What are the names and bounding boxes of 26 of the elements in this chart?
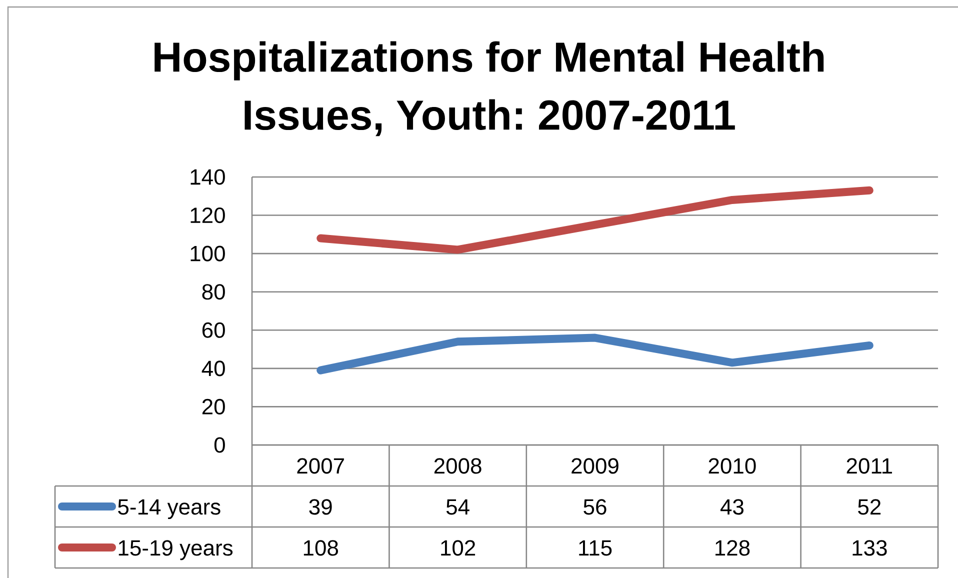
x-tick-label: 2011 <box>846 458 892 474</box>
legend-label: 15-19 years <box>118 540 233 560</box>
y-tick-label: 20 <box>202 398 225 415</box>
x-tick-label: 2008 <box>434 458 482 474</box>
data-label: 133 <box>852 540 887 556</box>
data-label: 39 <box>309 499 332 515</box>
x-tick-label: 2009 <box>572 458 618 474</box>
data-label: 108 <box>304 540 338 556</box>
data-label: 115 <box>579 540 612 556</box>
y-tick-label: 60 <box>202 322 225 338</box>
data-label: 128 <box>716 540 750 556</box>
data-label: 52 <box>858 499 881 515</box>
y-tick-label: 140 <box>190 169 225 185</box>
data-label: 102 <box>441 540 476 556</box>
data-label: 54 <box>446 499 470 515</box>
data-label: 43 <box>720 499 744 515</box>
y-tick-label: 0 <box>214 437 225 453</box>
data-label: 56 <box>584 499 606 515</box>
x-tick-label: 2007 <box>297 458 344 474</box>
y-tick-label: 100 <box>190 246 225 262</box>
y-tick-label: 40 <box>202 360 225 376</box>
y-tick-label: 80 <box>202 284 225 300</box>
x-tick-label: 2010 <box>708 458 756 474</box>
legend-label: 5-14 years <box>118 499 220 520</box>
chart-title: Hospitalizations for Mental Health Issues, Youth: 2007-2011 <box>154 41 824 136</box>
y-tick-label: 120 <box>190 207 225 224</box>
